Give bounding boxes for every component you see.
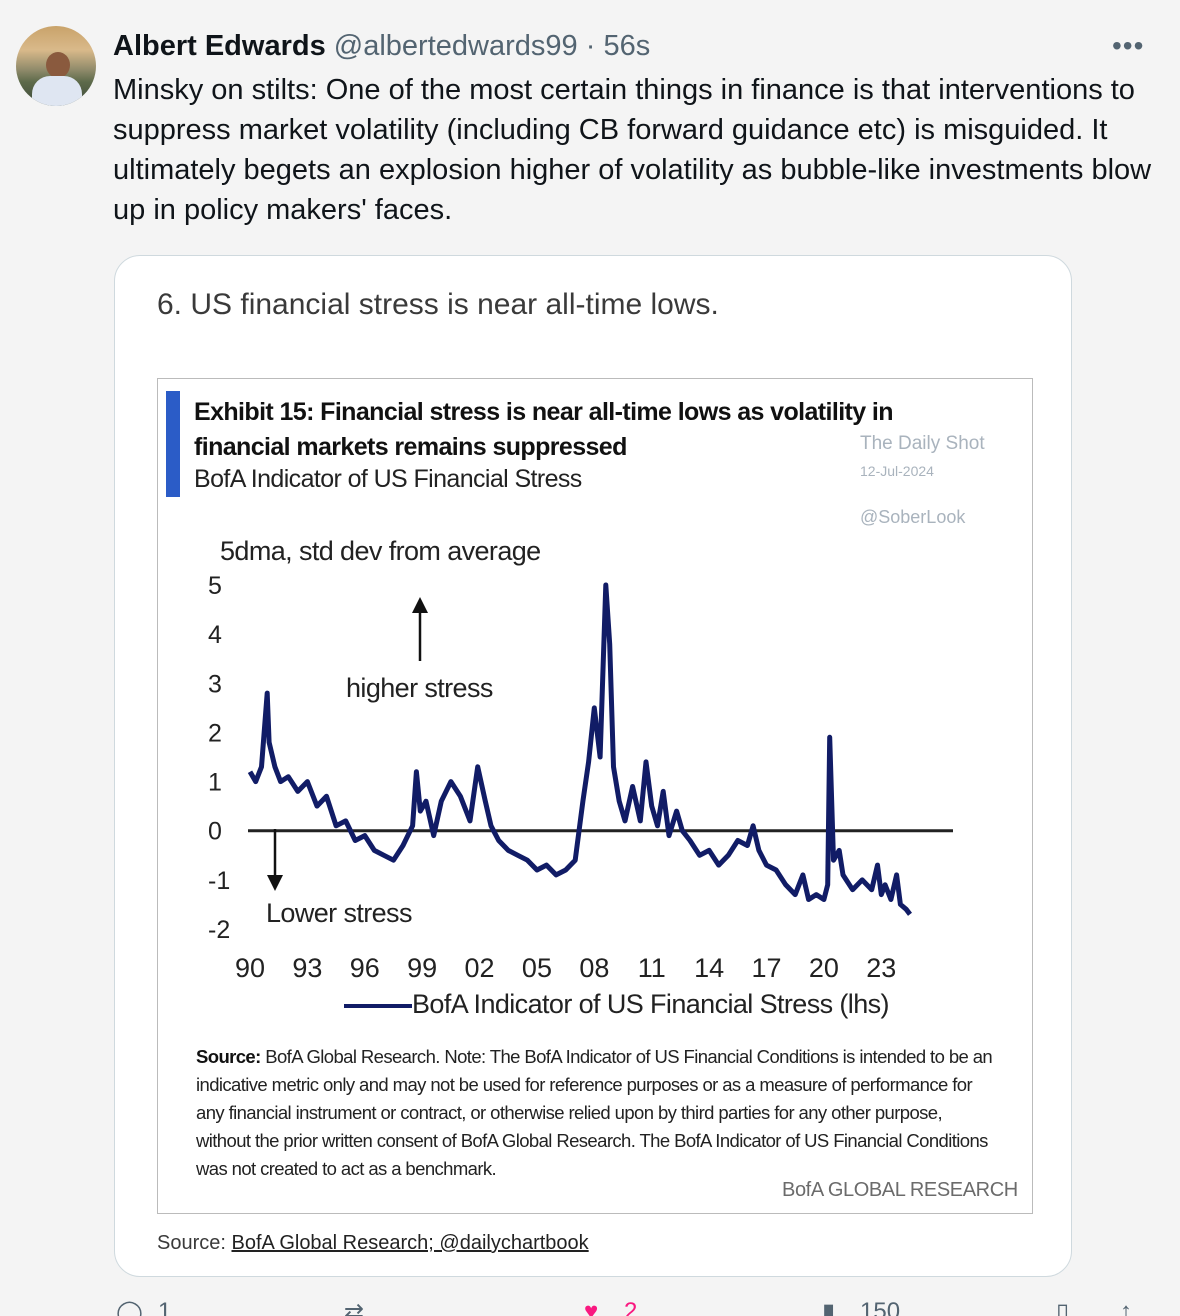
watermark-date: 12-Jul-2024 <box>860 463 934 479</box>
repost-icon[interactable]: ⇄ <box>344 1299 365 1316</box>
x-tick-label: 17 <box>751 953 781 983</box>
exhibit-source-note: Source: BofA Global Research. Note: The … <box>196 1043 996 1183</box>
view-count: 150 <box>860 1298 901 1316</box>
avatar-shirt-shape <box>32 76 82 106</box>
like-icon[interactable]: ♥ <box>584 1298 599 1316</box>
stress-line-chart: 5dma, std dev from average 5 4 3 2 1 0 -1 -2 90… <box>208 536 953 983</box>
bookmark-icon[interactable]: ▯ <box>1056 1299 1070 1316</box>
lower-stress-arrow <box>267 829 283 891</box>
x-tick-label: 93 <box>292 953 322 983</box>
x-tick-label: 90 <box>235 953 265 983</box>
x-tick-label: 05 <box>522 953 552 983</box>
reply-count: 1 <box>158 1298 172 1316</box>
card-title: 6. US financial stress is near all-time … <box>157 288 719 321</box>
card-source-link[interactable]: BofA Global Research; @dailychartbook <box>231 1232 589 1254</box>
y-tick-label: 1 <box>208 769 222 797</box>
y-tick-label: 4 <box>208 621 222 649</box>
y-tick-label: 0 <box>208 818 222 846</box>
legend-label: BofA Indicator of US Financial Stress (l… <box>412 989 890 1019</box>
y-tick-label: 2 <box>208 719 222 747</box>
tweet-header: Albert Edwards @albertedwards99 · 56s <box>113 28 650 64</box>
media-card[interactable]: 6. US financial stress is near all-time … <box>114 255 1072 1277</box>
exhibit-source-text: BofA Global Research. Note: The BofA Ind… <box>196 1046 993 1179</box>
views-icon[interactable]: ▮ <box>822 1299 836 1316</box>
x-tick-label: 23 <box>866 953 896 983</box>
more-options-icon[interactable]: ••• <box>1112 30 1145 61</box>
share-icon[interactable]: ↑ <box>1120 1298 1132 1316</box>
y-tick-label: 5 <box>208 572 222 600</box>
tweet-text: Minsky on stilts: One of the most certai… <box>113 74 1152 226</box>
exhibit-source-label: Source: <box>196 1046 261 1067</box>
author-handle[interactable]: @albertedwards99 <box>333 30 578 62</box>
legend-swatch <box>344 1004 412 1008</box>
exhibit-subtitle: BofA Indicator of US Financial Stress <box>194 465 582 493</box>
reply-icon[interactable]: ◯ <box>116 1299 143 1316</box>
x-tick-label: 20 <box>809 953 839 983</box>
x-tick-label: 11 <box>638 953 666 983</box>
chart-image: Exhibit 15: Financial stress is near all… <box>157 378 1033 1214</box>
x-tick-label: 99 <box>407 953 437 983</box>
x-tick-label: 14 <box>694 953 724 983</box>
avatar-head-shape <box>46 52 70 78</box>
author-avatar[interactable] <box>16 26 96 106</box>
x-tick-label: 02 <box>465 953 495 983</box>
tweet-timestamp[interactable]: 56s <box>603 30 651 62</box>
author-name[interactable]: Albert Edwards <box>113 30 326 62</box>
action-bar: ◯ 1 ⇄ ♥ 2 ▮ 150 ▯ ↑ <box>0 1298 1180 1316</box>
higher-stress-arrow <box>412 597 428 661</box>
higher-stress-label: higher stress <box>346 673 493 703</box>
exhibit-title: Exhibit 15: Financial stress is near all… <box>194 398 894 461</box>
watermark-daily-shot: The Daily Shot <box>860 433 985 454</box>
x-tick-label: 08 <box>579 953 609 983</box>
header-separator: · <box>585 30 596 62</box>
lower-stress-label: Lower stress <box>266 898 412 928</box>
like-count: 2 <box>624 1298 638 1316</box>
series-line <box>247 582 912 916</box>
card-source: Source: BofA Global Research; @dailychar… <box>157 1232 589 1255</box>
brand-label: BofA GLOBAL RESEARCH <box>782 1179 1018 1201</box>
x-tick-label: 96 <box>350 953 380 983</box>
card-source-prefix: Source: <box>157 1232 226 1254</box>
y-axis-label: 5dma, std dev from average <box>220 536 541 566</box>
y-tick-label: -2 <box>208 916 230 944</box>
y-tick-label: 3 <box>208 670 222 698</box>
exhibit-accent-bar <box>166 391 180 497</box>
watermark-handle: @SoberLook <box>860 507 966 527</box>
y-tick-label: -1 <box>208 867 230 895</box>
